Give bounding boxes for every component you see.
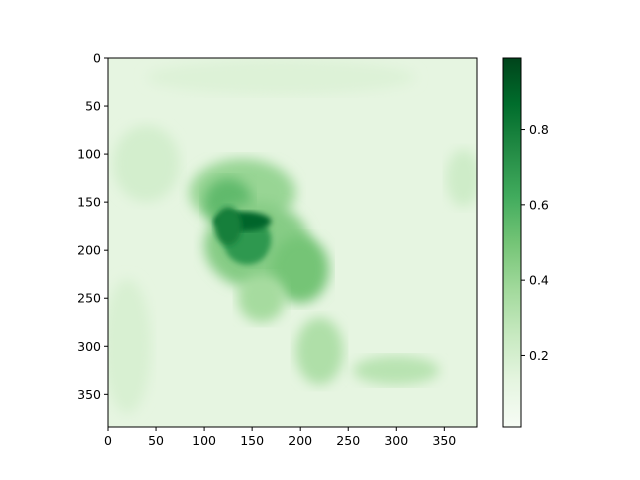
x-tick-label: 350 (432, 433, 456, 448)
y-tick-label: 100 (77, 147, 101, 162)
y-tick-label: 350 (77, 387, 101, 402)
x-tick-label: 200 (288, 433, 312, 448)
y-tick-label: 300 (77, 339, 101, 354)
colorbar-ticks: 0.2 0.4 0.6 0.8 (521, 122, 549, 363)
heatmap-region-13 (237, 274, 286, 323)
colorbar-frame (502, 57, 522, 428)
x-tick-label: 50 (148, 433, 164, 448)
y-tick-label: 150 (77, 195, 101, 210)
x-axis: 0 50 100 150 200 250 300 350 (104, 427, 456, 448)
heatmap-region-1 (108, 279, 152, 414)
heatmap-region-10 (271, 235, 330, 304)
x-tick-label: 300 (384, 433, 408, 448)
y-tick-label: 200 (77, 243, 101, 258)
heatmap-region-9 (214, 206, 242, 246)
heatmap-image (108, 58, 477, 427)
y-axis: 0 50 100 150 200 250 300 350 (77, 51, 108, 402)
y-tick-label: 250 (77, 291, 101, 306)
x-tick-label: 100 (192, 433, 216, 448)
heatmap-region-2 (146, 59, 416, 95)
heatmap-region-12 (353, 355, 440, 385)
colorbar-tick-label: 0.2 (529, 348, 549, 363)
y-tick-label: 50 (85, 99, 101, 114)
plot-frame (107, 57, 478, 428)
heatmap-region-0 (112, 125, 181, 203)
colorbar-tick-label: 0.4 (529, 273, 549, 288)
colorbar-tick-label: 0.8 (529, 122, 549, 137)
y-tick-label: 0 (93, 51, 101, 66)
colorbar-tick-label: 0.6 (529, 197, 549, 212)
heatmap-region-3 (446, 149, 477, 207)
heatmap-regions (108, 59, 477, 414)
x-tick-label: 150 (240, 433, 264, 448)
colorbar: 0.2 0.4 0.6 0.8 (502, 57, 549, 428)
x-tick-label: 0 (104, 433, 112, 448)
x-tick-label: 250 (336, 433, 360, 448)
heatmap-region-11 (295, 317, 344, 385)
colorbar-fill (503, 58, 521, 427)
